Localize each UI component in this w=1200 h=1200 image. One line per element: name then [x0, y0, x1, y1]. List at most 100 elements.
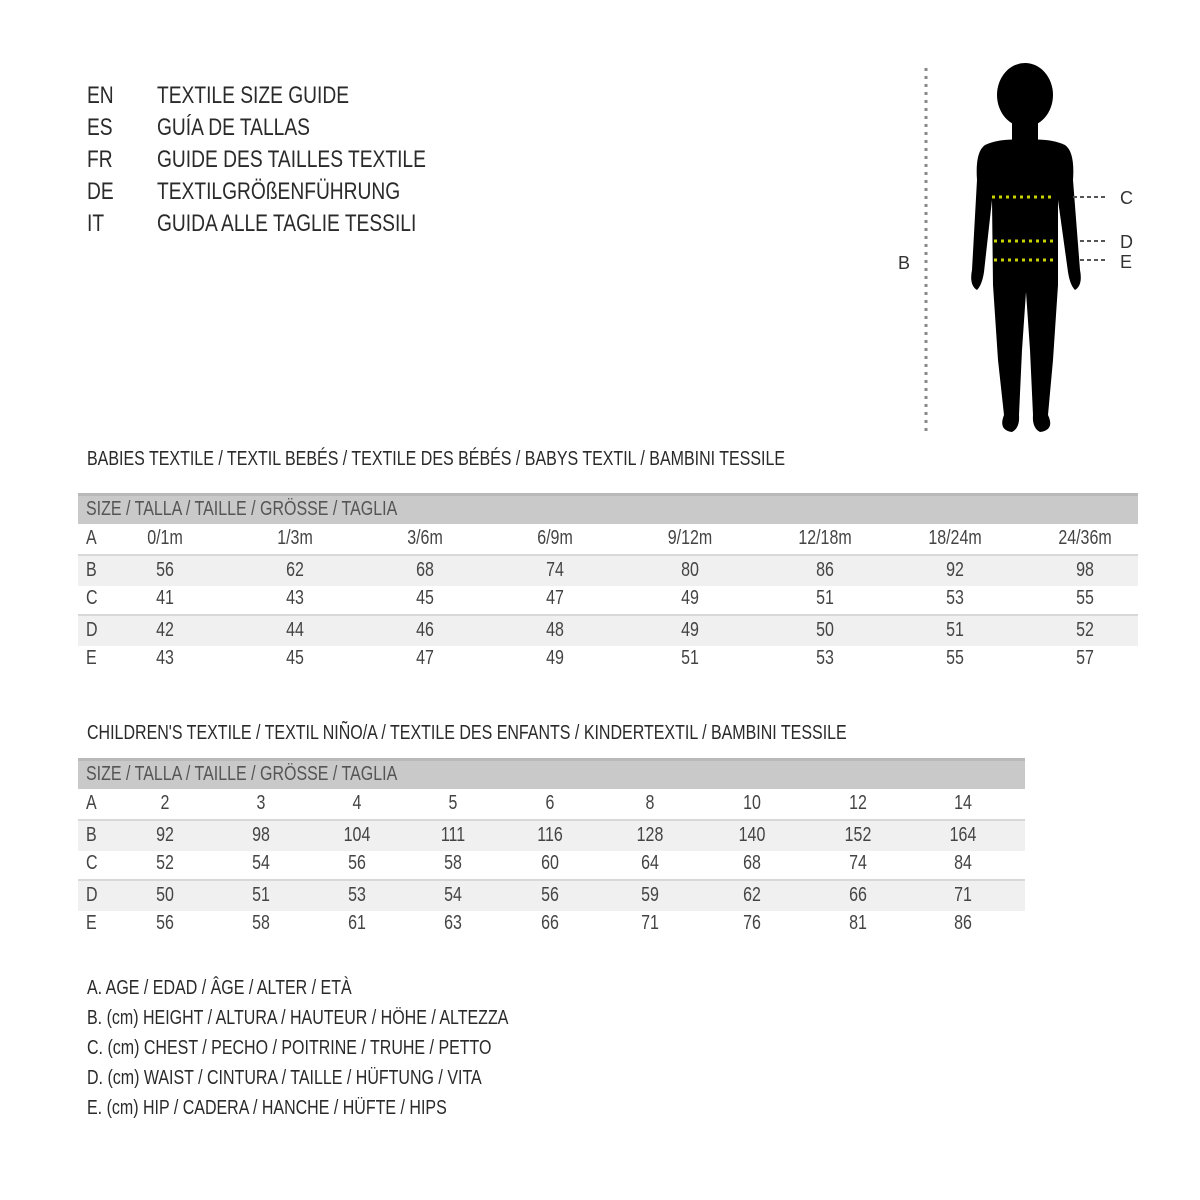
legend-item: B. (cm) HEIGHT / ALTURA / HAUTEUR / HÖHE…	[87, 1007, 509, 1029]
table-cell: 14	[954, 792, 972, 814]
table-cell: 84	[954, 852, 972, 874]
table-row: B 92 98 104 111 116 128 140 152 164	[78, 819, 1025, 851]
table-cell: 74	[849, 852, 867, 874]
title-text: GUÍA DE TALLAS	[157, 114, 310, 141]
table-cell: 58	[444, 852, 462, 874]
table-cell: 18/24m	[928, 527, 982, 549]
table-header-label: SIZE / TALLA / TAILLE / GRÖSSE / TAGLIA	[86, 763, 398, 785]
table-cell: 128	[636, 824, 664, 846]
row-label: C	[86, 852, 98, 874]
table-cell: 104	[343, 824, 371, 846]
table-cell: 51	[252, 884, 270, 906]
table-cell: 74	[546, 559, 564, 581]
title-text: GUIDE DES TAILLES TEXTILE	[157, 146, 426, 173]
table-cell: 43	[156, 647, 174, 669]
table-cell: 42	[156, 619, 174, 641]
title-lang-code: ES	[87, 114, 113, 141]
table-cell: 5	[448, 792, 458, 814]
table-cell: 50	[816, 619, 834, 641]
child-silhouette-icon	[971, 63, 1081, 433]
table-cell: 56	[156, 912, 174, 934]
row-label: D	[86, 884, 98, 906]
table-cell: 45	[286, 647, 304, 669]
table-cell: 1/3m	[277, 527, 313, 549]
table-cell: 62	[743, 884, 761, 906]
table-cell: 48	[546, 619, 564, 641]
table-cell: 53	[946, 587, 964, 609]
table-cell: 61	[348, 912, 366, 934]
table-cell: 57	[1076, 647, 1094, 669]
row-label: A	[86, 527, 97, 549]
legend-item: D. (cm) WAIST / CINTURA / TAILLE / HÜFTU…	[87, 1067, 482, 1089]
table-row: B 56 62 68 74 80 86 92 98	[78, 554, 1138, 586]
table-cell: 71	[641, 912, 659, 934]
table-cell: 3	[256, 792, 266, 814]
table-cell: 4	[352, 792, 362, 814]
title-text: TEXTILGRÖßENFÜHRUNG	[157, 178, 401, 205]
table-header-label: SIZE / TALLA / TAILLE / GRÖSSE / TAGLIA	[86, 498, 398, 520]
table-cell: 12	[849, 792, 867, 814]
table-cell: 56	[156, 559, 174, 581]
table-cell: 6/9m	[537, 527, 573, 549]
label-d: D	[1120, 232, 1133, 252]
label-e: E	[1120, 252, 1132, 272]
table-cell: 0/1m	[147, 527, 183, 549]
table-cell: 49	[681, 619, 699, 641]
row-label: A	[86, 792, 97, 814]
table-cell: 55	[946, 647, 964, 669]
table-cell: 12/18m	[798, 527, 852, 549]
title-lang-code: DE	[87, 178, 114, 205]
title-lang-code: EN	[87, 82, 114, 109]
table-cell: 8	[645, 792, 655, 814]
table-cell: 98	[252, 824, 270, 846]
table-cell: 53	[348, 884, 366, 906]
table-cell: 62	[286, 559, 304, 581]
legend-item: E. (cm) HIP / CADERA / HANCHE / HÜFTE / …	[87, 1097, 447, 1119]
table-cell: 44	[286, 619, 304, 641]
table-cell: 66	[849, 884, 867, 906]
table-row: C 52 54 56 58 60 64 68 74 84	[78, 849, 1025, 879]
table-row: C 41 43 45 47 49 51 53 55	[78, 584, 1138, 614]
table-cell: 41	[156, 587, 174, 609]
table-cell: 86	[954, 912, 972, 934]
body-measurement-figure: B C D E	[898, 63, 1133, 433]
legend-item: A. AGE / EDAD / ÂGE / ALTER / ETÀ	[87, 977, 352, 999]
table-cell: 2	[160, 792, 170, 814]
table-cell: 10	[743, 792, 761, 814]
table-row: D 42 44 46 48 49 50 51 52	[78, 614, 1138, 646]
table-cell: 51	[681, 647, 699, 669]
label-b: B	[898, 253, 910, 273]
table-cell: 76	[743, 912, 761, 934]
table-cell: 50	[156, 884, 174, 906]
table-cell: 24/36m	[1058, 527, 1112, 549]
table-cell: 80	[681, 559, 699, 581]
table-cell: 53	[816, 647, 834, 669]
table-header: SIZE / TALLA / TAILLE / GRÖSSE / TAGLIA	[78, 758, 1025, 789]
table-cell: 64	[641, 852, 659, 874]
table-cell: 60	[541, 852, 559, 874]
table-cell: 55	[1076, 587, 1094, 609]
table-cell: 66	[541, 912, 559, 934]
table-cell: 116	[537, 824, 563, 846]
table-cell: 52	[1076, 619, 1094, 641]
table-cell: 164	[949, 824, 977, 846]
table-row: D 50 51 53 54 56 59 62 66 71	[78, 879, 1025, 911]
table-cell: 47	[546, 587, 564, 609]
table-row: A 2 3 4 5 6 8 10 12 14	[78, 789, 1025, 819]
table-cell: 98	[1076, 559, 1094, 581]
table-cell: 49	[546, 647, 564, 669]
table-cell: 58	[252, 912, 270, 934]
legend-item: C. (cm) CHEST / PECHO / POITRINE / TRUHE…	[87, 1037, 492, 1059]
table-cell: 68	[743, 852, 761, 874]
table-cell: 51	[946, 619, 964, 641]
table-cell: 51	[816, 587, 834, 609]
table-cell: 43	[286, 587, 304, 609]
table-cell: 54	[252, 852, 270, 874]
label-c: C	[1120, 188, 1133, 208]
table-cell: 92	[156, 824, 174, 846]
table-cell: 92	[946, 559, 964, 581]
table-cell: 54	[444, 884, 462, 906]
table-cell: 9/12m	[667, 527, 713, 549]
table-cell: 56	[541, 884, 559, 906]
